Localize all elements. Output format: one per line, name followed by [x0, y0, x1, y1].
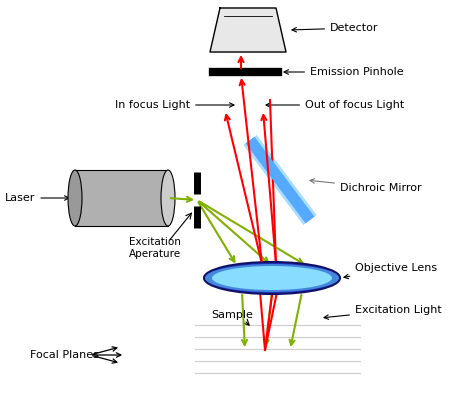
Ellipse shape	[205, 264, 339, 292]
Text: Excitation Light: Excitation Light	[324, 305, 442, 319]
Polygon shape	[210, 8, 286, 52]
Text: Detector: Detector	[292, 23, 379, 33]
Ellipse shape	[212, 266, 332, 290]
Text: Sample: Sample	[211, 310, 253, 320]
Ellipse shape	[204, 262, 340, 294]
Ellipse shape	[68, 170, 82, 226]
Ellipse shape	[161, 170, 175, 226]
Bar	[75, 170, 168, 226]
Text: Laser: Laser	[5, 193, 69, 203]
Text: Objective Lens: Objective Lens	[344, 263, 437, 279]
Text: Out of focus Light: Out of focus Light	[266, 100, 404, 110]
Text: Dichroic Mirror: Dichroic Mirror	[310, 179, 422, 193]
Text: Focal Planes: Focal Planes	[30, 350, 99, 360]
Text: Excitation
Aperature: Excitation Aperature	[129, 237, 181, 259]
Text: In focus Light: In focus Light	[115, 100, 234, 110]
Text: Emission Pinhole: Emission Pinhole	[284, 67, 404, 77]
